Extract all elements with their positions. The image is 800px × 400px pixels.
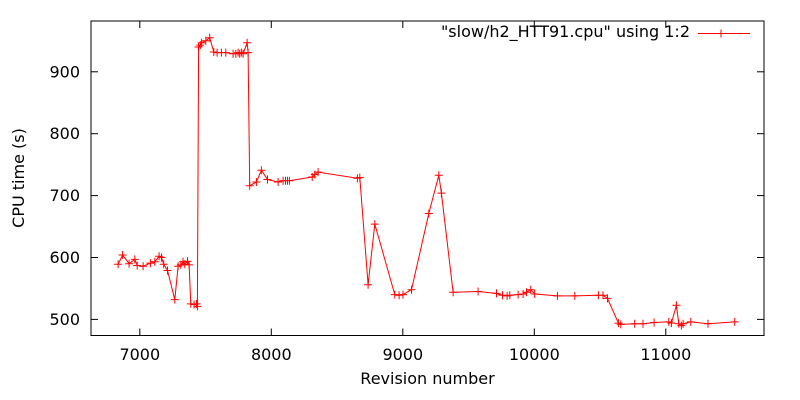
y-axis-ticks (91, 71, 764, 320)
y-tick-label: 700 (49, 186, 80, 205)
series-polyline (117, 36, 735, 327)
series-plus-markers (114, 33, 739, 330)
y-tick-label: 900 (49, 62, 80, 81)
x-tick-label: 10000 (509, 345, 560, 364)
data-series (114, 33, 739, 330)
legend-sample-marker (717, 29, 725, 38)
y-tick-label: 500 (49, 310, 80, 329)
x-tick-label: 8000 (251, 345, 292, 364)
y-axis-tick-labels: 500 600 700 800 900 (49, 62, 80, 329)
y-axis-title: CPU time (s) (9, 128, 28, 228)
x-tick-label: 9000 (382, 345, 423, 364)
plot-border-box (90, 20, 765, 336)
legend: "slow/h2_HTT91.cpu" using 1:2 (441, 22, 750, 42)
x-tick-label: 11000 (640, 345, 691, 364)
plot-border (90, 20, 765, 336)
x-axis-title: Revision number (360, 369, 495, 388)
x-axis-tick-labels: 7000 8000 9000 10000 11000 (119, 345, 691, 364)
y-tick-label: 800 (49, 124, 80, 143)
legend-label: "slow/h2_HTT91.cpu" using 1:2 (441, 22, 690, 42)
x-tick-label: 7000 (119, 345, 160, 364)
y-tick-label: 600 (49, 248, 80, 267)
x-axis-ticks (139, 21, 667, 336)
